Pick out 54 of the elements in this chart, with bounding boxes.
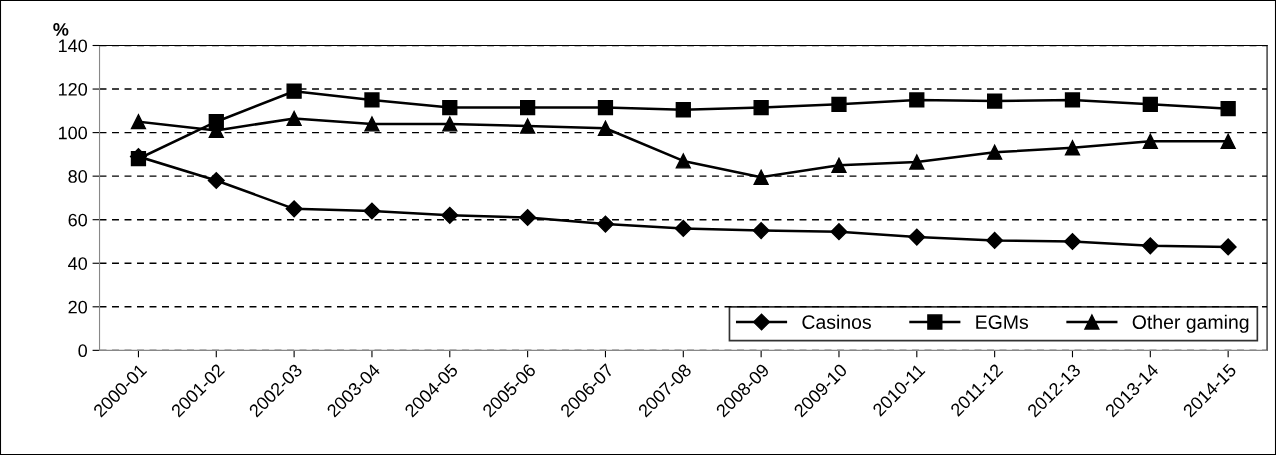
y-tick-label: 140 [58,39,88,53]
y-tick-label: 0 [78,344,88,358]
point [286,110,302,127]
y-tick-label: 80 [68,170,88,183]
point [597,99,614,116]
point [1064,140,1081,156]
point [442,116,458,132]
point [753,169,769,185]
point [1220,133,1236,149]
point [1142,96,1158,112]
legend-label: Casinos [802,314,871,330]
y-tick-label: 120 [58,82,88,96]
point [596,215,615,233]
legend-label: Other gaming [1132,314,1249,333]
point [1220,101,1236,117]
point [909,154,925,170]
point [442,99,458,116]
point [1141,237,1159,255]
point [130,114,147,130]
legend-label: EGMs [976,315,1029,330]
point [1063,232,1082,251]
point [285,200,303,218]
point [364,116,380,132]
y-tick-label: 40 [68,257,88,270]
point [286,83,302,99]
point [208,114,224,130]
point [1064,92,1081,108]
point [908,228,926,246]
point [986,231,1004,249]
point [987,144,1003,160]
y-axis-title: % [53,23,69,36]
point [674,219,692,237]
point [675,153,691,169]
point [831,157,847,173]
point [519,99,536,116]
point [831,96,847,112]
point [1219,238,1237,256]
point [752,222,770,240]
y-tick-label: 100 [58,126,88,140]
point [519,118,536,134]
point [909,92,925,108]
point [987,93,1003,109]
point [675,102,691,118]
point [830,223,848,241]
point [753,99,769,116]
point [363,202,381,220]
point [597,120,614,136]
point [207,171,225,190]
y-tick-label: 20 [68,300,88,314]
point [1142,133,1158,149]
point [519,208,537,227]
point [441,206,459,224]
point [364,92,380,108]
y-tick-label: 60 [68,213,88,227]
